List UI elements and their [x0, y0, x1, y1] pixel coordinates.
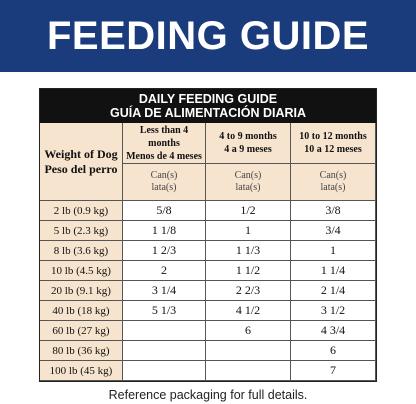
age-header-cell: 4 to 9 months 4 a 9 meses [206, 123, 291, 164]
amount-cell: 6 [206, 321, 291, 341]
age-es: 10 a 12 meses [304, 144, 362, 155]
amount: 4 3/4 [320, 323, 346, 337]
amount-cell: 1 1/8 [123, 221, 206, 241]
amount-cell: 3 1/2 [291, 301, 376, 321]
table-title-es: GUÍA DE ALIMENTACIÓN DIARIA [109, 106, 307, 120]
feeding-table: DAILY FEEDING GUIDE GUÍA DE ALIMENTACIÓN… [39, 88, 377, 382]
amount: 3/8 [325, 203, 341, 217]
amount-cell: 1 1/2 [206, 261, 291, 281]
amount-cell [123, 321, 206, 341]
amount-cell: 1 [206, 221, 291, 241]
weight-label: 60 lb (27 kg) [52, 324, 110, 337]
amount-cell: 4 1/2 [206, 301, 291, 321]
amount: 5/8 [156, 203, 172, 217]
amount: 2 1/4 [320, 283, 346, 297]
amount-cell: 2 1/4 [291, 281, 376, 301]
row-header-es: Peso del perro [44, 161, 118, 176]
amount-cell: 1/2 [206, 201, 291, 221]
weight-cell: 60 lb (27 kg) [40, 321, 123, 341]
amount-cell: 5 1/3 [123, 301, 206, 321]
unit-es: lata(s) [235, 182, 261, 193]
amount: 7 [330, 363, 336, 377]
banner: FEEDING GUIDE [0, 0, 416, 72]
amount: 3 1/2 [320, 303, 346, 317]
amount-cell: 1 1/4 [291, 261, 376, 281]
amount-cell: 3/8 [291, 201, 376, 221]
weight-cell: 80 lb (36 kg) [40, 341, 123, 361]
weight-label: 100 lb (45 kg) [49, 364, 113, 377]
unit-es: lata(s) [151, 182, 177, 193]
amount: 2 2/3 [235, 283, 261, 297]
amount: 1 1/8 [151, 223, 177, 237]
unit-en: Can(s) [234, 170, 262, 181]
age-en: Less than 4 months [139, 124, 189, 149]
age-es: Menos de 4 meses [126, 150, 202, 162]
amount-cell: 1 [291, 241, 376, 261]
amount: 6 [245, 323, 251, 337]
amount-cell: 1 2/3 [123, 241, 206, 261]
amount: 5 1/3 [151, 303, 177, 317]
amount-cell [206, 341, 291, 361]
weight-cell: 2 lb (0.9 kg) [40, 201, 123, 221]
amount-cell: 5/8 [123, 201, 206, 221]
amount: 2 [161, 263, 167, 277]
weight-label: 8 lb (3.6 kg) [53, 244, 109, 257]
amount: 6 [330, 343, 336, 357]
weight-label: 40 lb (18 kg) [52, 304, 110, 317]
amount-cell [123, 361, 206, 381]
amount-cell: 1 1/3 [206, 241, 291, 261]
weight-label: 2 lb (0.9 kg) [53, 204, 109, 217]
weight-cell: 5 lb (2.3 kg) [40, 221, 123, 241]
amount: 1 1/2 [235, 263, 261, 277]
amount-cell: 2 [123, 261, 206, 281]
amount-cell [123, 341, 206, 361]
weight-label: 10 lb (4.5 kg) [51, 264, 111, 277]
amount: 1 1/4 [320, 263, 346, 277]
age-en: 4 to 9 months [219, 131, 277, 142]
footer-note: Reference packaging for full details. [108, 388, 308, 402]
amount-cell: 3/4 [291, 221, 376, 241]
amount-cell [206, 361, 291, 381]
unit-header-cell: Can(s) lata(s) [291, 164, 376, 201]
amount: 1 [330, 243, 336, 257]
table-title-bar: DAILY FEEDING GUIDE GUÍA DE ALIMENTACIÓN… [40, 89, 376, 123]
amount-cell: 2 2/3 [206, 281, 291, 301]
weight-cell: 8 lb (3.6 kg) [40, 241, 123, 261]
weight-cell: 40 lb (18 kg) [40, 301, 123, 321]
amount: 4 1/2 [235, 303, 261, 317]
unit-es: lata(s) [320, 182, 346, 193]
unit-en: Can(s) [319, 170, 347, 181]
unit-header-cell: Can(s) lata(s) [206, 164, 291, 201]
weight-cell: 10 lb (4.5 kg) [40, 261, 123, 281]
row-header-en: Weight of Dog [44, 146, 118, 161]
amount: 3 1/4 [151, 283, 177, 297]
amount: 3/4 [325, 223, 341, 237]
weight-label: 5 lb (2.3 kg) [53, 224, 109, 237]
amount-cell: 4 3/4 [291, 321, 376, 341]
unit-header-cell: Can(s) lata(s) [123, 164, 206, 201]
table-title-en: DAILY FEEDING GUIDE [138, 92, 278, 106]
amount: 1/2 [240, 203, 256, 217]
unit-en: Can(s) [150, 170, 178, 181]
amount-cell: 7 [291, 361, 376, 381]
age-header-cell: Less than 4 months Menos de 4 meses [123, 123, 206, 164]
weight-label: 80 lb (36 kg) [52, 344, 110, 357]
amount: 1 2/3 [151, 243, 177, 257]
amount-cell: 3 1/4 [123, 281, 206, 301]
amount: 1 1/3 [235, 243, 261, 257]
age-en: 10 to 12 months [299, 131, 367, 142]
age-header-cell: 10 to 12 months 10 a 12 meses [291, 123, 376, 164]
banner-title: FEEDING GUIDE [46, 14, 370, 58]
weight-cell: 20 lb (9.1 kg) [40, 281, 123, 301]
row-header-cell: Weight of Dog Peso del perro [40, 123, 123, 201]
age-es: 4 a 9 meses [224, 144, 272, 155]
amount-cell: 6 [291, 341, 376, 361]
weight-label: 20 lb (9.1 kg) [51, 284, 111, 297]
amount: 1 [245, 223, 251, 237]
weight-cell: 100 lb (45 kg) [40, 361, 123, 381]
